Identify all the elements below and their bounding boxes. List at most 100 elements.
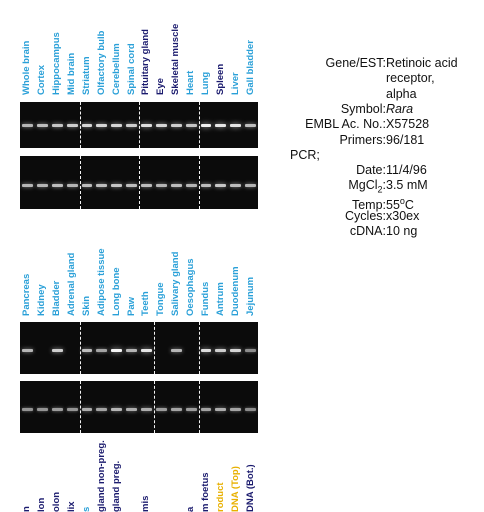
info-row: MgCl2:3.5 mM <box>280 178 428 198</box>
panel3-lane-labels: n lon olon lix s gland non-preg. gland preg. mi… <box>0 432 260 512</box>
lane-separator <box>198 322 200 374</box>
gel-band <box>230 349 242 352</box>
gel-band <box>36 124 48 127</box>
gel-band <box>245 124 256 127</box>
gel-band <box>51 349 63 352</box>
info-value: Retinoic acid <box>386 56 458 71</box>
gel-band <box>22 124 33 127</box>
gel-band <box>215 408 227 411</box>
info-value: Rara <box>386 102 413 117</box>
info-value-superscript: o <box>399 195 405 206</box>
gel-band <box>170 349 182 352</box>
info-key-text: MgCl <box>348 178 378 193</box>
gel-band <box>81 184 93 187</box>
lane-label: olon <box>51 491 63 512</box>
info-key: MgCl2: <box>280 178 386 198</box>
info-key-text: Primers: <box>339 132 386 147</box>
gel-band <box>22 184 33 187</box>
gel-band <box>51 124 63 127</box>
info-value-text: x30ex <box>386 209 420 223</box>
info-value: 55oC <box>386 194 414 213</box>
gel-band <box>245 349 256 352</box>
info-value-unit: C <box>404 197 414 212</box>
info-value: 10 ng <box>386 224 417 239</box>
info-value: x30ex <box>386 209 419 224</box>
info-value-text: 11/4/96 <box>386 163 427 178</box>
info-row: cDNA:10 ng <box>280 224 417 239</box>
lane-label: roduct <box>214 482 226 512</box>
gel-band <box>200 184 212 187</box>
gel-band <box>36 408 48 411</box>
info-row: Gene/EST:Retinoic acid <box>280 56 458 71</box>
info-row: PCR; <box>290 148 320 163</box>
gel-band <box>96 124 108 127</box>
info-key: PCR; <box>290 147 320 162</box>
gel-band <box>81 408 93 411</box>
gel-band <box>155 124 167 127</box>
info-key: Gene/EST: <box>280 56 386 71</box>
lane-separator <box>79 102 81 148</box>
gel-band <box>230 124 242 127</box>
gel-band <box>170 408 182 411</box>
info-value: 11/4/96 <box>386 163 427 178</box>
lane-label: Fundus <box>199 281 211 316</box>
info-value-text: 3.5 mM <box>386 178 428 193</box>
info-row: alpha <box>280 87 417 102</box>
lane-label: Adrenal gland <box>66 252 78 316</box>
gel-band <box>170 124 182 127</box>
lane-label: Long bone <box>110 267 122 316</box>
lane-label: Lung <box>199 71 211 95</box>
lane-label: DNA (Bot.) <box>244 464 256 512</box>
gel-band <box>111 124 123 127</box>
info-row: EMBL Ac. No.:X57528 <box>280 117 429 132</box>
lane-separator <box>153 381 155 433</box>
gel-band <box>126 349 137 352</box>
lane-label: m foetus <box>199 472 211 512</box>
info-value: alpha <box>386 87 417 102</box>
info-key: EMBL Ac. No.: <box>280 117 386 132</box>
gel-band <box>126 408 137 411</box>
lane-label: Kidney <box>36 284 48 316</box>
info-key: Symbol: <box>280 102 386 117</box>
lane-label: Heart <box>185 70 197 95</box>
info-key-text: EMBL Ac. No.: <box>305 117 386 132</box>
panel1-lane-labels: Whole brain Cortex Hippocampus Mid brain Str… <box>0 15 260 95</box>
lane-label: Cerebellum <box>110 43 122 95</box>
panel2-lane-labels: Pancreas Kidney Bladder Adrenal gland Skin Ad… <box>0 236 260 316</box>
lane-label: Adipose tissue <box>95 248 107 316</box>
info-value-text: alpha <box>386 86 417 101</box>
lane-label: gland non-preg. <box>95 440 107 512</box>
gel-band <box>170 184 182 187</box>
gel-band <box>200 124 212 127</box>
info-row: Temp:55oC <box>280 194 414 213</box>
lane-label: Teeth <box>140 291 152 316</box>
gel-band <box>96 408 108 411</box>
gel-band <box>51 184 63 187</box>
gel-band <box>96 349 108 352</box>
lane-label: DNA (Top) <box>229 466 241 512</box>
info-value: 3.5 mM <box>386 178 428 193</box>
gel-band <box>185 408 197 411</box>
info-key-text: cDNA: <box>349 224 386 239</box>
gel-band <box>81 124 93 127</box>
info-value-text: 55 <box>386 197 400 212</box>
lane-label: Skin <box>80 295 92 316</box>
panel2-gel-top <box>20 322 258 374</box>
info-value: 96/181 <box>386 133 424 148</box>
lane-separator <box>198 102 200 148</box>
lane-label: a <box>185 506 197 512</box>
info-row: Cycles:x30ex <box>280 209 419 224</box>
info-row: Date:11/4/96 <box>280 163 427 178</box>
info-key-colon: : <box>382 178 386 193</box>
gel-band <box>66 124 78 127</box>
info-value-text: 96/181 <box>386 132 425 147</box>
lane-label: Spleen <box>214 63 226 95</box>
lane-label: gland preg. <box>110 460 122 512</box>
info-key-subscript: 2 <box>377 184 383 195</box>
lane-label: Bladder <box>51 280 63 316</box>
info-value-text: X57528 <box>386 117 430 132</box>
lane-label: Tongue <box>155 282 167 316</box>
lane-label: Hippocampus <box>51 32 63 95</box>
info-key: Date: <box>280 163 386 178</box>
lane-label: Striatum <box>80 56 92 95</box>
